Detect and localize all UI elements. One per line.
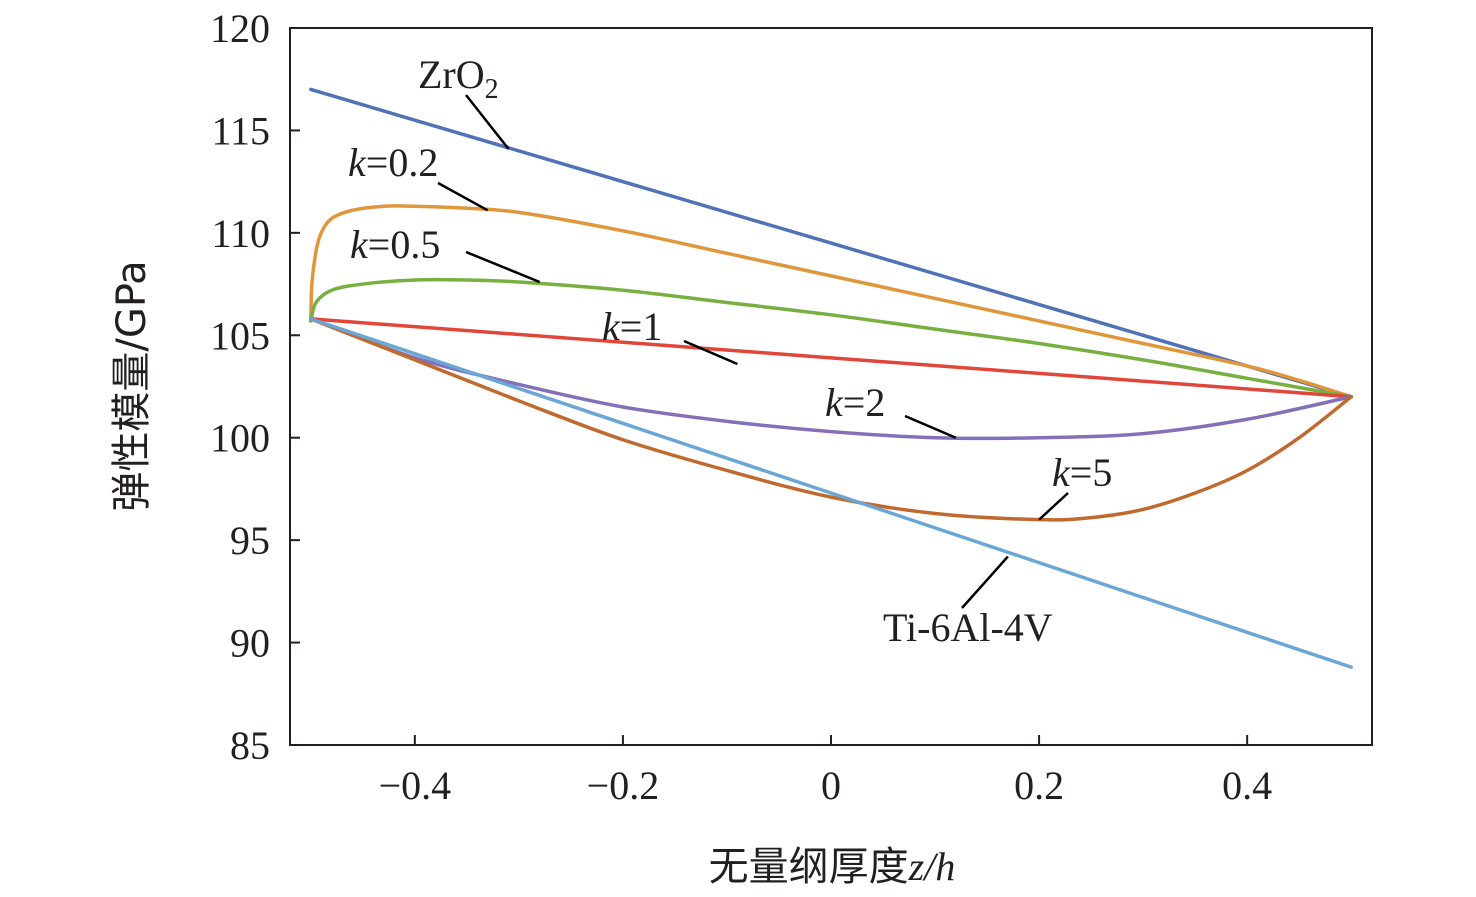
- y-tick-label: 85: [230, 723, 270, 768]
- leader-line-k-0-2: [437, 181, 489, 212]
- x-axis-title-text: 无量纲厚度: [709, 844, 909, 890]
- series-label-value: =0.2: [366, 140, 439, 185]
- y-tick-label: 100: [210, 416, 270, 461]
- series-label-k: k: [825, 380, 844, 425]
- y-tick-label: 120: [210, 6, 270, 51]
- series-label-value: =0.5: [368, 222, 441, 267]
- series-label-k-2: k=2: [825, 380, 885, 425]
- series-line-k-0-2: [309, 204, 1353, 399]
- series-label-k-5: k=5: [1052, 450, 1112, 495]
- series-label-value: =1: [620, 304, 663, 349]
- series-label-k: k: [602, 304, 621, 349]
- series-label-main: ZrO: [418, 52, 485, 97]
- series-label-subscript: 2: [485, 74, 499, 105]
- series-line-k-5: [309, 317, 1353, 522]
- label-leader-lines: [437, 94, 1069, 609]
- x-axis-title: 无量纲厚度z/h: [709, 844, 956, 890]
- series-label-zro2: ZrO2: [418, 52, 499, 105]
- x-axis-title-variable: z/h: [908, 844, 956, 889]
- x-tick-label: −0.2: [587, 763, 660, 808]
- series-label-k-0-5: k=0.5: [350, 222, 440, 267]
- x-tick-label: −0.4: [379, 763, 452, 808]
- series-label-k-1: k=1: [602, 304, 662, 349]
- y-axis-title: 弹性模量/GPa: [109, 260, 155, 511]
- series-label-ti-6al-4v: Ti-6Al-4V: [883, 605, 1053, 650]
- leader-line-ti-6al-4v: [961, 555, 1009, 609]
- series-label-k-0-2: k=0.2: [348, 140, 438, 185]
- y-tick-label: 90: [230, 621, 270, 666]
- series-line-k-0-5: [309, 277, 1353, 399]
- y-tick-label: 115: [211, 108, 270, 153]
- series-label-value: =2: [843, 380, 886, 425]
- series-lines: [309, 87, 1353, 669]
- axis-ticks: −0.4 −0.2 0 0.2 0.4 85 90 95 100 105 110 115 120: [210, 6, 1272, 808]
- series-label-k: k: [348, 140, 367, 185]
- y-tick-label: 105: [210, 313, 270, 358]
- x-tick-label: 0.2: [1014, 763, 1064, 808]
- x-tick-label: 0: [821, 763, 841, 808]
- series-label-main: Ti-6Al-4V: [883, 605, 1053, 650]
- leader-line-zro2: [465, 94, 510, 150]
- series-label-k: k: [350, 222, 369, 267]
- series-line-k-1: [309, 317, 1353, 399]
- series-line-zro2: [309, 87, 1353, 399]
- x-tick-label: 0.4: [1222, 763, 1272, 808]
- leader-line-k-2: [904, 414, 957, 439]
- leader-line-k-0-5: [465, 250, 541, 284]
- y-tick-label: 95: [230, 518, 270, 563]
- series-label-value: =5: [1070, 450, 1113, 495]
- y-tick-label: 110: [211, 211, 270, 256]
- series-line-ti-6al-4v: [309, 317, 1353, 669]
- leader-line-k-5: [1038, 492, 1069, 521]
- series-label-k: k: [1052, 450, 1071, 495]
- leader-line-k-1: [683, 339, 738, 366]
